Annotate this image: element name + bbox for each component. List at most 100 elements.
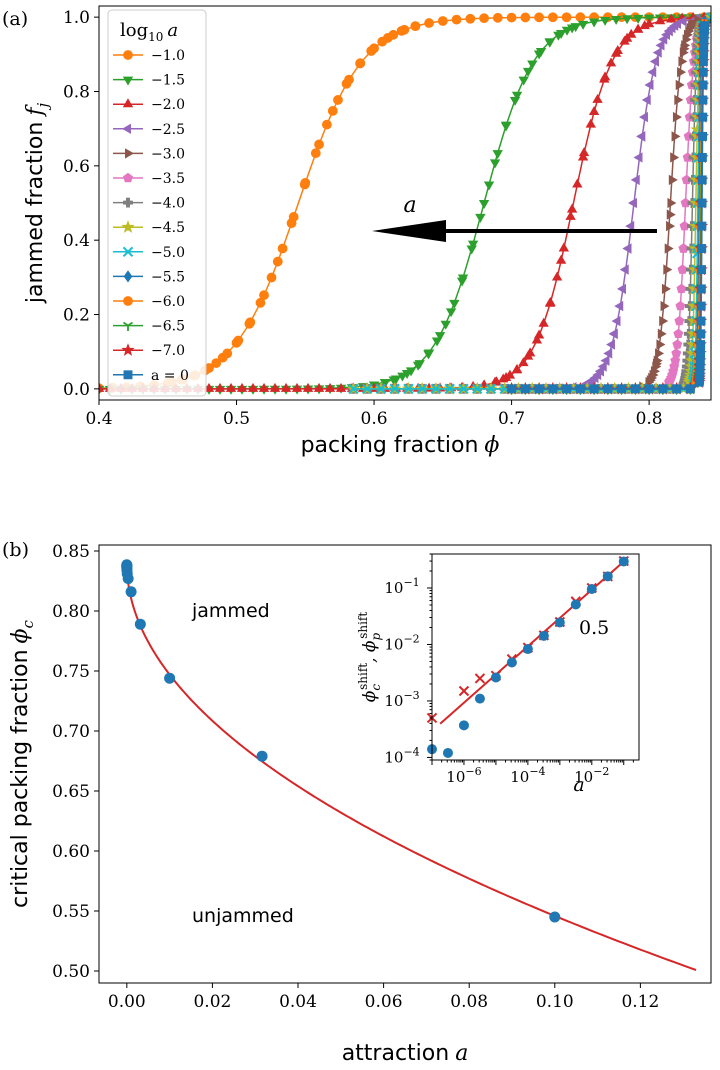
series-5-point-30 (670, 355, 681, 365)
series-1-point-43 (457, 274, 469, 284)
b-xtick-label-5: 0.10 (536, 992, 574, 1012)
legend-marker-13 (123, 370, 133, 380)
series-2-point-16 (269, 382, 281, 392)
a-ytick-label-0: 0.0 (63, 380, 90, 400)
series-13-point-0 (507, 384, 517, 394)
series-2-point-56 (572, 178, 583, 188)
panel-a-plot-area (99, 10, 720, 395)
series-13-point-36 (698, 80, 708, 90)
series-3-point-44 (644, 79, 654, 91)
series-1-point-70 (610, 15, 622, 25)
legend-label-12: −7.0 (151, 343, 185, 359)
series-1-point-59 (535, 48, 547, 58)
series-5-point-39 (678, 243, 689, 253)
series-13-point-31 (697, 175, 707, 185)
series-13-point-33 (698, 131, 708, 141)
b-xtick-label-6: 0.12 (621, 992, 659, 1012)
series-2-point-14 (247, 382, 259, 392)
series-3-point-48 (652, 47, 662, 58)
series-2-point-74 (654, 15, 666, 25)
series-0-point-33 (333, 95, 343, 105)
series-13-point-4 (562, 384, 572, 394)
series-2-point-21 (324, 382, 336, 392)
series-4-point-39 (666, 209, 676, 220)
b-ytick-label-4: 0.70 (52, 722, 90, 742)
series-4-point-41 (668, 174, 678, 186)
series-2-point-73 (643, 18, 655, 28)
series-0-point-49 (451, 14, 462, 25)
a-xtick-label-2: 0.6 (361, 409, 388, 429)
inset-xtick-label-2: 10−2 (574, 765, 609, 786)
series-3-point-24 (597, 361, 607, 372)
inset-phi-c-point-8 (554, 617, 565, 628)
inset-x-label: a (573, 774, 584, 796)
series-1-point-30 (397, 372, 408, 382)
series-2-point-19 (302, 382, 314, 392)
series-13-point-28 (697, 244, 707, 253)
series-2-point-45 (524, 347, 536, 357)
series-3-point-49 (655, 40, 665, 51)
data-point-13 (121, 559, 133, 571)
series-3-point-35 (622, 243, 632, 254)
series-2-point-79 (709, 18, 711, 21)
series-3-point-47 (650, 56, 659, 67)
series-4-point-31 (656, 339, 666, 350)
series-2-point-47 (533, 329, 545, 339)
series-3-point-32 (617, 283, 626, 295)
series-3-point-39 (633, 152, 643, 163)
series-2-point-20 (313, 382, 325, 392)
legend-label-3: −2.5 (151, 122, 185, 138)
series-0-point-15 (222, 348, 233, 359)
series-5-point-35 (675, 300, 686, 311)
series-2-point-59 (585, 118, 596, 128)
series-4-point-40 (667, 197, 677, 209)
series-2-point-53 (558, 242, 570, 252)
b-xtick-label-2: 0.04 (279, 992, 317, 1012)
arrow-head (372, 220, 446, 242)
series-13-point-7 (603, 384, 613, 394)
panel-a-legend: log10 a −1.0 −1.5 −2.0 −2.5 −3.0 −3.5 −4.0 −4.5 −5… (107, 9, 207, 397)
series-4-point-34 (660, 300, 670, 312)
legend-marker-3 (122, 123, 131, 134)
panel-a-y-label: jammed fractionfj (23, 103, 52, 305)
legend-label-5: −3.5 (151, 171, 185, 187)
legend-label-13: a = 0 (151, 368, 189, 384)
annotation-unjammed: unjammed (192, 905, 294, 927)
series-2-point-61 (592, 93, 603, 103)
series-3-point-26 (603, 348, 613, 359)
series-4-point-57 (689, 18, 699, 30)
legend-label-0: −1.0 (151, 48, 185, 64)
series-13-point-37 (698, 67, 708, 77)
series-3-point-42 (639, 111, 648, 123)
series-2-point-60 (588, 106, 600, 115)
series-5-point-31 (671, 348, 682, 358)
series-0-point-46 (410, 21, 421, 32)
series-1-point-45 (467, 240, 479, 250)
series-2-point-48 (538, 317, 549, 327)
panel-b: (b) 0.00 0.02 0.04 0.06 0.08 0.10 0.12 0.500.5… (2, 539, 712, 1066)
series-13-point-1 (520, 384, 530, 394)
series-12-point-47 (712, 11, 720, 22)
panel-b-frame (98, 544, 712, 984)
legend-marker-2 (122, 98, 134, 108)
series-3-point-57 (677, 16, 687, 27)
series-4-point-36 (663, 264, 673, 275)
series-5-point-34 (674, 315, 685, 326)
series-5-point-32 (672, 339, 683, 349)
series-2-point-63 (599, 71, 611, 81)
series-2-point-75 (665, 13, 677, 23)
series-0-point-51 (479, 13, 489, 24)
series-8-point-7 (444, 383, 455, 395)
legend-marker-5 (123, 172, 133, 183)
series-1-point-72 (632, 14, 644, 24)
series-13-point-23 (696, 329, 706, 339)
series-8-point-3 (389, 383, 400, 395)
data-point-0 (549, 911, 561, 923)
series-0-point-42 (388, 29, 399, 40)
series-4-point-45 (674, 94, 684, 106)
series-3-point-29 (608, 328, 618, 339)
panel-a-y-ticks: 0.0 0.2 0.4 0.6 0.8 1.0 (63, 8, 99, 400)
series-4-point-37 (664, 243, 674, 254)
series-3-point-30 (611, 315, 621, 327)
series-3-point-36 (625, 220, 635, 232)
